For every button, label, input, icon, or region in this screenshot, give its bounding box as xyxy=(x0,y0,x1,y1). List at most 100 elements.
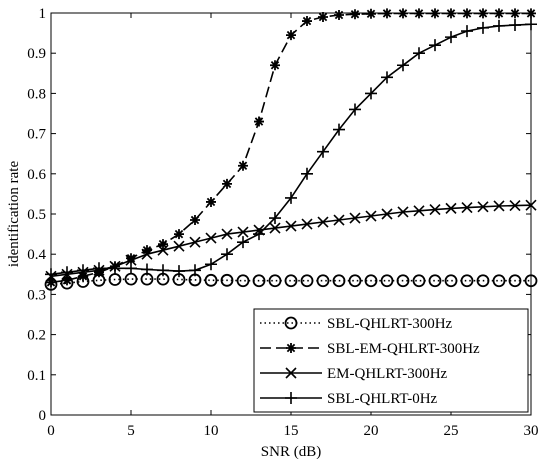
legend-entry: EM-QHLRT-300Hz xyxy=(260,366,448,382)
marker-x xyxy=(237,226,249,238)
marker-x xyxy=(285,367,297,379)
marker-circle xyxy=(268,274,282,288)
marker-asterisk xyxy=(78,271,88,282)
marker-plus xyxy=(477,21,489,34)
marker-x xyxy=(477,201,489,213)
marker-circle xyxy=(476,274,490,288)
x-tick-label: 20 xyxy=(364,423,379,439)
y-tick-label: 0.6 xyxy=(27,167,46,183)
marker-circle xyxy=(284,274,298,288)
marker-asterisk xyxy=(286,30,296,41)
marker-circle xyxy=(236,274,250,288)
marker-plus xyxy=(317,145,329,158)
series-layer xyxy=(44,8,538,291)
marker-asterisk xyxy=(238,160,248,171)
marker-x xyxy=(365,210,377,222)
y-tick-label: 0.5 xyxy=(27,207,46,223)
marker-asterisk xyxy=(206,196,216,207)
marker-circle xyxy=(396,274,410,288)
marker-x xyxy=(125,254,137,266)
marker-asterisk xyxy=(174,229,184,240)
marker-circle xyxy=(348,274,362,288)
marker-plus xyxy=(493,19,505,32)
marker-plus xyxy=(141,263,153,276)
marker-asterisk xyxy=(190,215,200,226)
legend-box xyxy=(253,308,529,413)
legend-entry: SBL-QHLRT-300Hz xyxy=(260,316,453,332)
marker-x xyxy=(397,206,409,218)
series-4 xyxy=(45,18,537,281)
x-tick-label: 10 xyxy=(204,423,219,439)
y-tick-label: 0.2 xyxy=(27,328,46,344)
x-tick-label: 25 xyxy=(444,423,459,439)
marker-asterisk xyxy=(350,9,360,20)
marker-plus xyxy=(429,39,441,52)
marker-circle xyxy=(204,273,218,287)
marker-asterisk xyxy=(302,16,312,27)
marker-asterisk xyxy=(286,343,296,353)
marker-x xyxy=(141,248,153,260)
y-tick-label: 0.3 xyxy=(27,287,46,303)
x-tick-label: 5 xyxy=(127,423,135,439)
marker-plus xyxy=(269,212,281,225)
axes: 0 5 10 15 20 25 30 0 0.1 0.2 0.3 0.4 0.5 0.6 0.7 0.8 0.9… xyxy=(27,6,538,439)
marker-plus xyxy=(237,236,249,249)
x-tick-label: 30 xyxy=(524,423,539,439)
x-tick-label: 0 xyxy=(47,423,55,439)
marker-plus xyxy=(205,258,217,271)
marker-circle xyxy=(492,274,506,288)
marker-plus xyxy=(509,19,521,32)
marker-circle xyxy=(220,273,234,287)
x-tick-label: 15 xyxy=(284,423,299,439)
marker-asterisk xyxy=(142,245,152,256)
marker-plus xyxy=(173,265,185,278)
y-tick-label: 1 xyxy=(39,6,47,22)
marker-plus xyxy=(93,262,105,275)
marker-asterisk xyxy=(318,12,328,23)
marker-asterisk xyxy=(62,275,72,286)
y-axis-label: identification rate xyxy=(6,161,22,268)
y-tick-label: 0.1 xyxy=(27,368,46,384)
marker-x xyxy=(429,204,441,216)
legend: SBL-QHLRT-300Hz SBL-EM-QHLRT-300Hz EM-QHLR… xyxy=(253,308,529,413)
marker-plus xyxy=(397,59,409,72)
marker-x xyxy=(173,240,185,252)
marker-x xyxy=(493,200,505,212)
marker-plus xyxy=(189,264,201,277)
legend-label: SBL-QHLRT-0Hz xyxy=(327,391,438,407)
marker-circle xyxy=(460,274,474,288)
marker-plus xyxy=(253,228,265,241)
marker-asterisk xyxy=(158,239,168,250)
marker-x xyxy=(333,214,345,226)
marker-plus xyxy=(365,87,377,100)
marker-circle xyxy=(284,316,298,330)
marker-x xyxy=(285,220,297,232)
marker-circle xyxy=(252,274,266,288)
marker-x xyxy=(221,228,233,240)
marker-plus xyxy=(333,123,345,136)
marker-circle xyxy=(364,274,378,288)
marker-plus xyxy=(381,71,393,84)
marker-plus xyxy=(221,248,233,261)
marker-plus xyxy=(285,191,297,204)
y-tick-label: 0.9 xyxy=(27,46,46,62)
y-tick-label: 0.4 xyxy=(27,247,46,263)
marker-circle xyxy=(412,274,426,288)
legend-entry: SBL-QHLRT-0Hz xyxy=(260,391,438,407)
legend-entry: SBL-EM-QHLRT-300Hz xyxy=(260,341,480,357)
marker-x xyxy=(189,236,201,248)
y-tick-label: 0 xyxy=(39,408,47,424)
legend-label: SBL-EM-QHLRT-300Hz xyxy=(327,341,480,357)
marker-x xyxy=(445,202,457,214)
marker-plus xyxy=(285,392,297,404)
marker-circle xyxy=(380,274,394,288)
marker-circle xyxy=(508,274,522,288)
axes-box xyxy=(50,12,532,416)
marker-x xyxy=(157,244,169,256)
y-tick-label: 0.8 xyxy=(27,86,46,102)
marker-plus xyxy=(301,167,313,180)
marker-x xyxy=(317,216,329,228)
marker-plus xyxy=(157,264,169,277)
marker-circle xyxy=(444,274,458,288)
marker-circle xyxy=(428,274,442,288)
